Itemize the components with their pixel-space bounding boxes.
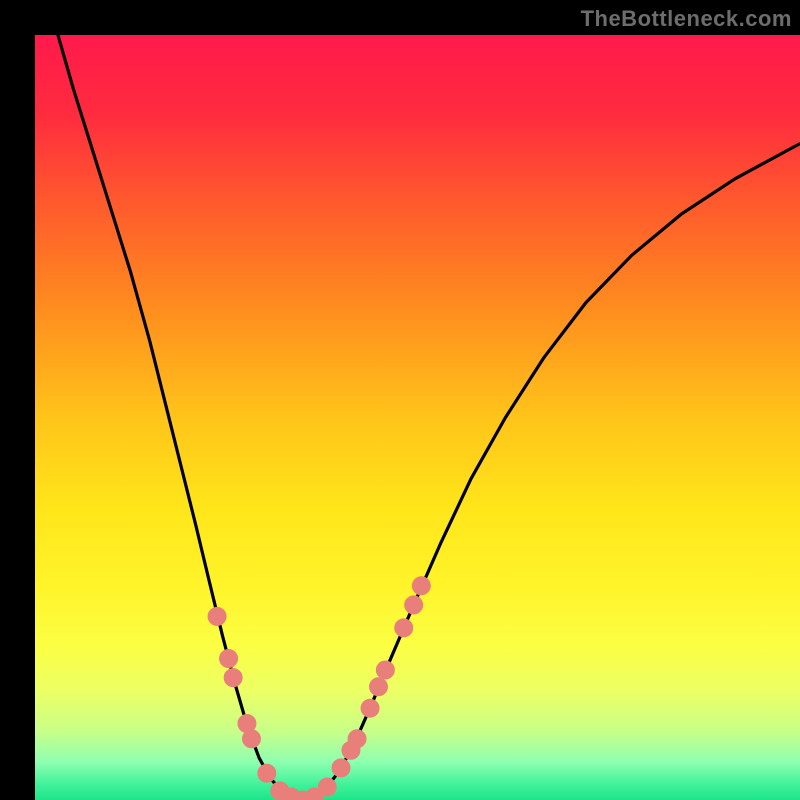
marker-point <box>361 699 379 717</box>
marker-point <box>348 730 366 748</box>
marker-point <box>242 730 260 748</box>
marker-point <box>376 661 394 679</box>
chart-frame: TheBottleneck.com <box>0 0 800 800</box>
bottleneck-curve <box>58 35 800 800</box>
marker-point <box>395 619 413 637</box>
marker-point <box>405 596 423 614</box>
marker-point <box>258 764 276 782</box>
watermark-text: TheBottleneck.com <box>581 6 792 32</box>
marker-point <box>369 678 387 696</box>
marker-point <box>412 577 430 595</box>
marker-group <box>208 577 430 800</box>
marker-point <box>208 607 226 625</box>
marker-point <box>332 759 350 777</box>
marker-point <box>224 669 242 687</box>
marker-point <box>318 778 336 796</box>
bottleneck-curve-chart <box>35 35 800 800</box>
marker-point <box>220 649 238 667</box>
